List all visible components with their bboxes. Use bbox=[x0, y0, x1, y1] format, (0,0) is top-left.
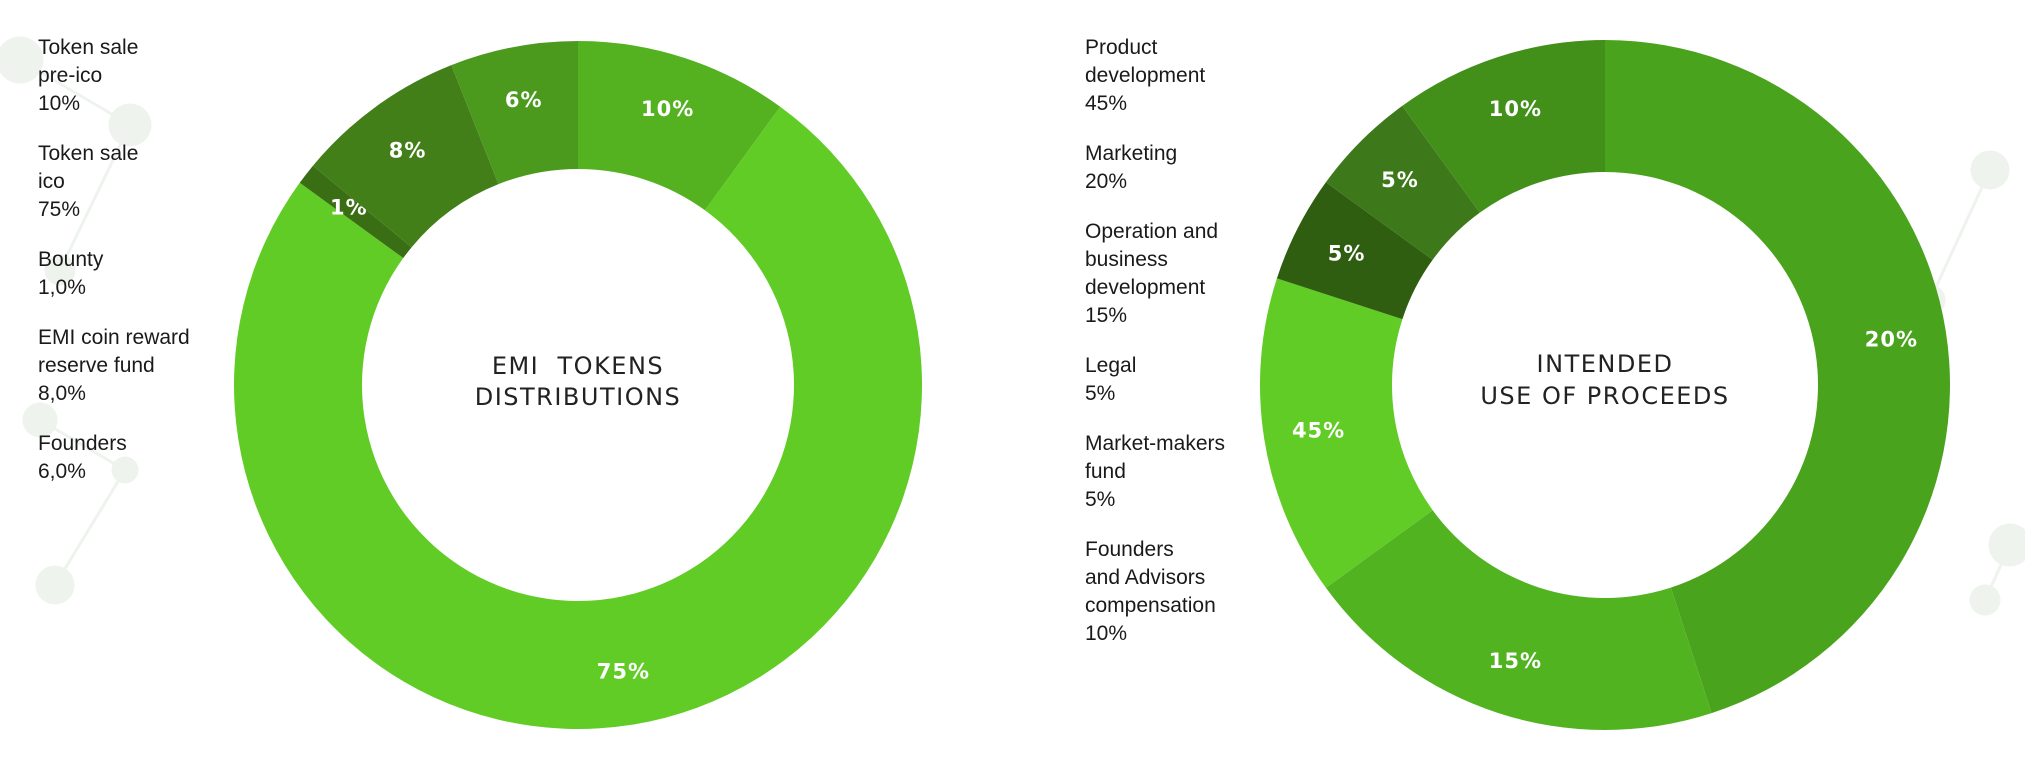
chart-center-title: INTENDED bbox=[1537, 350, 1674, 378]
segment-value-label: 5% bbox=[1328, 241, 1366, 265]
segment-value-label: 10% bbox=[1489, 97, 1542, 121]
donut-segment-legal bbox=[1276, 182, 1433, 320]
chart-center-title: DISTRIBUTIONS bbox=[475, 383, 682, 411]
segment-value-label: 20% bbox=[1865, 328, 1918, 352]
legend-label: Founders bbox=[38, 432, 127, 455]
legend-label: Marketing bbox=[1085, 142, 1178, 165]
segment-value-label: 8% bbox=[389, 138, 427, 162]
donut-chart-use-of-proceeds: 20% 15% 45% 5% 5% 10% INTENDED USE OF PROCEEDS bbox=[1260, 40, 1951, 730]
legend-item: Operation and business development 15% bbox=[1085, 218, 1285, 330]
chart-center-title: EMI TOKENS bbox=[492, 352, 664, 380]
segment-value-label: 5% bbox=[1381, 168, 1419, 192]
legend-value: 20% bbox=[1085, 170, 1128, 193]
legend-item: Product development 45% bbox=[1085, 34, 1285, 118]
legend-value: 15% bbox=[1085, 304, 1128, 327]
donut-segment-emi-coin-reward-reserve-fund bbox=[312, 65, 499, 248]
legend-item: Token sale ico 75% bbox=[38, 140, 238, 224]
donut-segment-market-makers-fund bbox=[1325, 105, 1480, 260]
legend-item: Bounty 1,0% bbox=[38, 246, 238, 302]
legend-item: Founders and Advisors compensation 10% bbox=[1085, 536, 1285, 648]
legend-value: 6,0% bbox=[38, 460, 86, 483]
donut-segment-bounty bbox=[299, 165, 412, 259]
donut-segment-product-development bbox=[1605, 40, 1951, 714]
legend-label: Bounty bbox=[38, 248, 104, 271]
legend-label: Founders and Advisors compensation bbox=[1085, 538, 1216, 617]
legend-value: 5% bbox=[1085, 488, 1116, 511]
donut-segment-marketing bbox=[1325, 510, 1712, 730]
legend-item: Market-makers fund 5% bbox=[1085, 430, 1285, 514]
legend-item: Legal 5% bbox=[1085, 352, 1285, 408]
donut-segment-token-sale-pre-ico bbox=[578, 41, 781, 211]
donut-segment-founders bbox=[451, 41, 578, 185]
legend-label: EMI coin reward reserve fund bbox=[38, 326, 190, 377]
donut-segment-operation-and-business-development bbox=[1260, 278, 1433, 588]
legend-value: 10% bbox=[1085, 622, 1128, 645]
segment-value-label: 6% bbox=[505, 88, 543, 112]
legend-item: EMI coin reward reserve fund 8,0% bbox=[38, 324, 238, 408]
legend-value: 10% bbox=[38, 92, 81, 115]
legend-value: 75% bbox=[38, 198, 81, 221]
legend-label: Market-makers fund bbox=[1085, 432, 1226, 483]
legend-item: Token sale pre-ico 10% bbox=[38, 34, 238, 118]
legend-item: Founders 6,0% bbox=[38, 430, 238, 486]
donut-segment-token-sale-ico bbox=[234, 106, 922, 730]
legend-item: Marketing 20% bbox=[1085, 140, 1285, 196]
segment-value-label: 45% bbox=[1292, 418, 1345, 442]
segment-value-label: 15% bbox=[1489, 649, 1542, 673]
legend-label: Token sale ico bbox=[38, 142, 139, 193]
legend-label: Token sale pre-ico bbox=[38, 36, 139, 87]
legend-value: 8,0% bbox=[38, 382, 86, 405]
legend-label: Product development bbox=[1085, 36, 1206, 87]
chart-center-title: USE OF PROCEEDS bbox=[1480, 382, 1729, 410]
legend-value: 1,0% bbox=[38, 276, 86, 299]
legend-label: Operation and business development bbox=[1085, 220, 1219, 299]
legend-label: Legal bbox=[1085, 354, 1137, 377]
segment-value-label: 75% bbox=[597, 659, 650, 683]
legend-use-of-proceeds: Product development 45% Marketing 20% Operat… bbox=[1085, 34, 1285, 670]
legend-value: 45% bbox=[1085, 92, 1128, 115]
legend-token-distribution: Token sale pre-ico 10% Token sale ico 75% Bo… bbox=[38, 34, 238, 508]
donut-segment-founders-and-advisors-compensation bbox=[1402, 40, 1605, 213]
segment-value-label: 10% bbox=[641, 97, 694, 121]
legend-value: 5% bbox=[1085, 382, 1116, 405]
